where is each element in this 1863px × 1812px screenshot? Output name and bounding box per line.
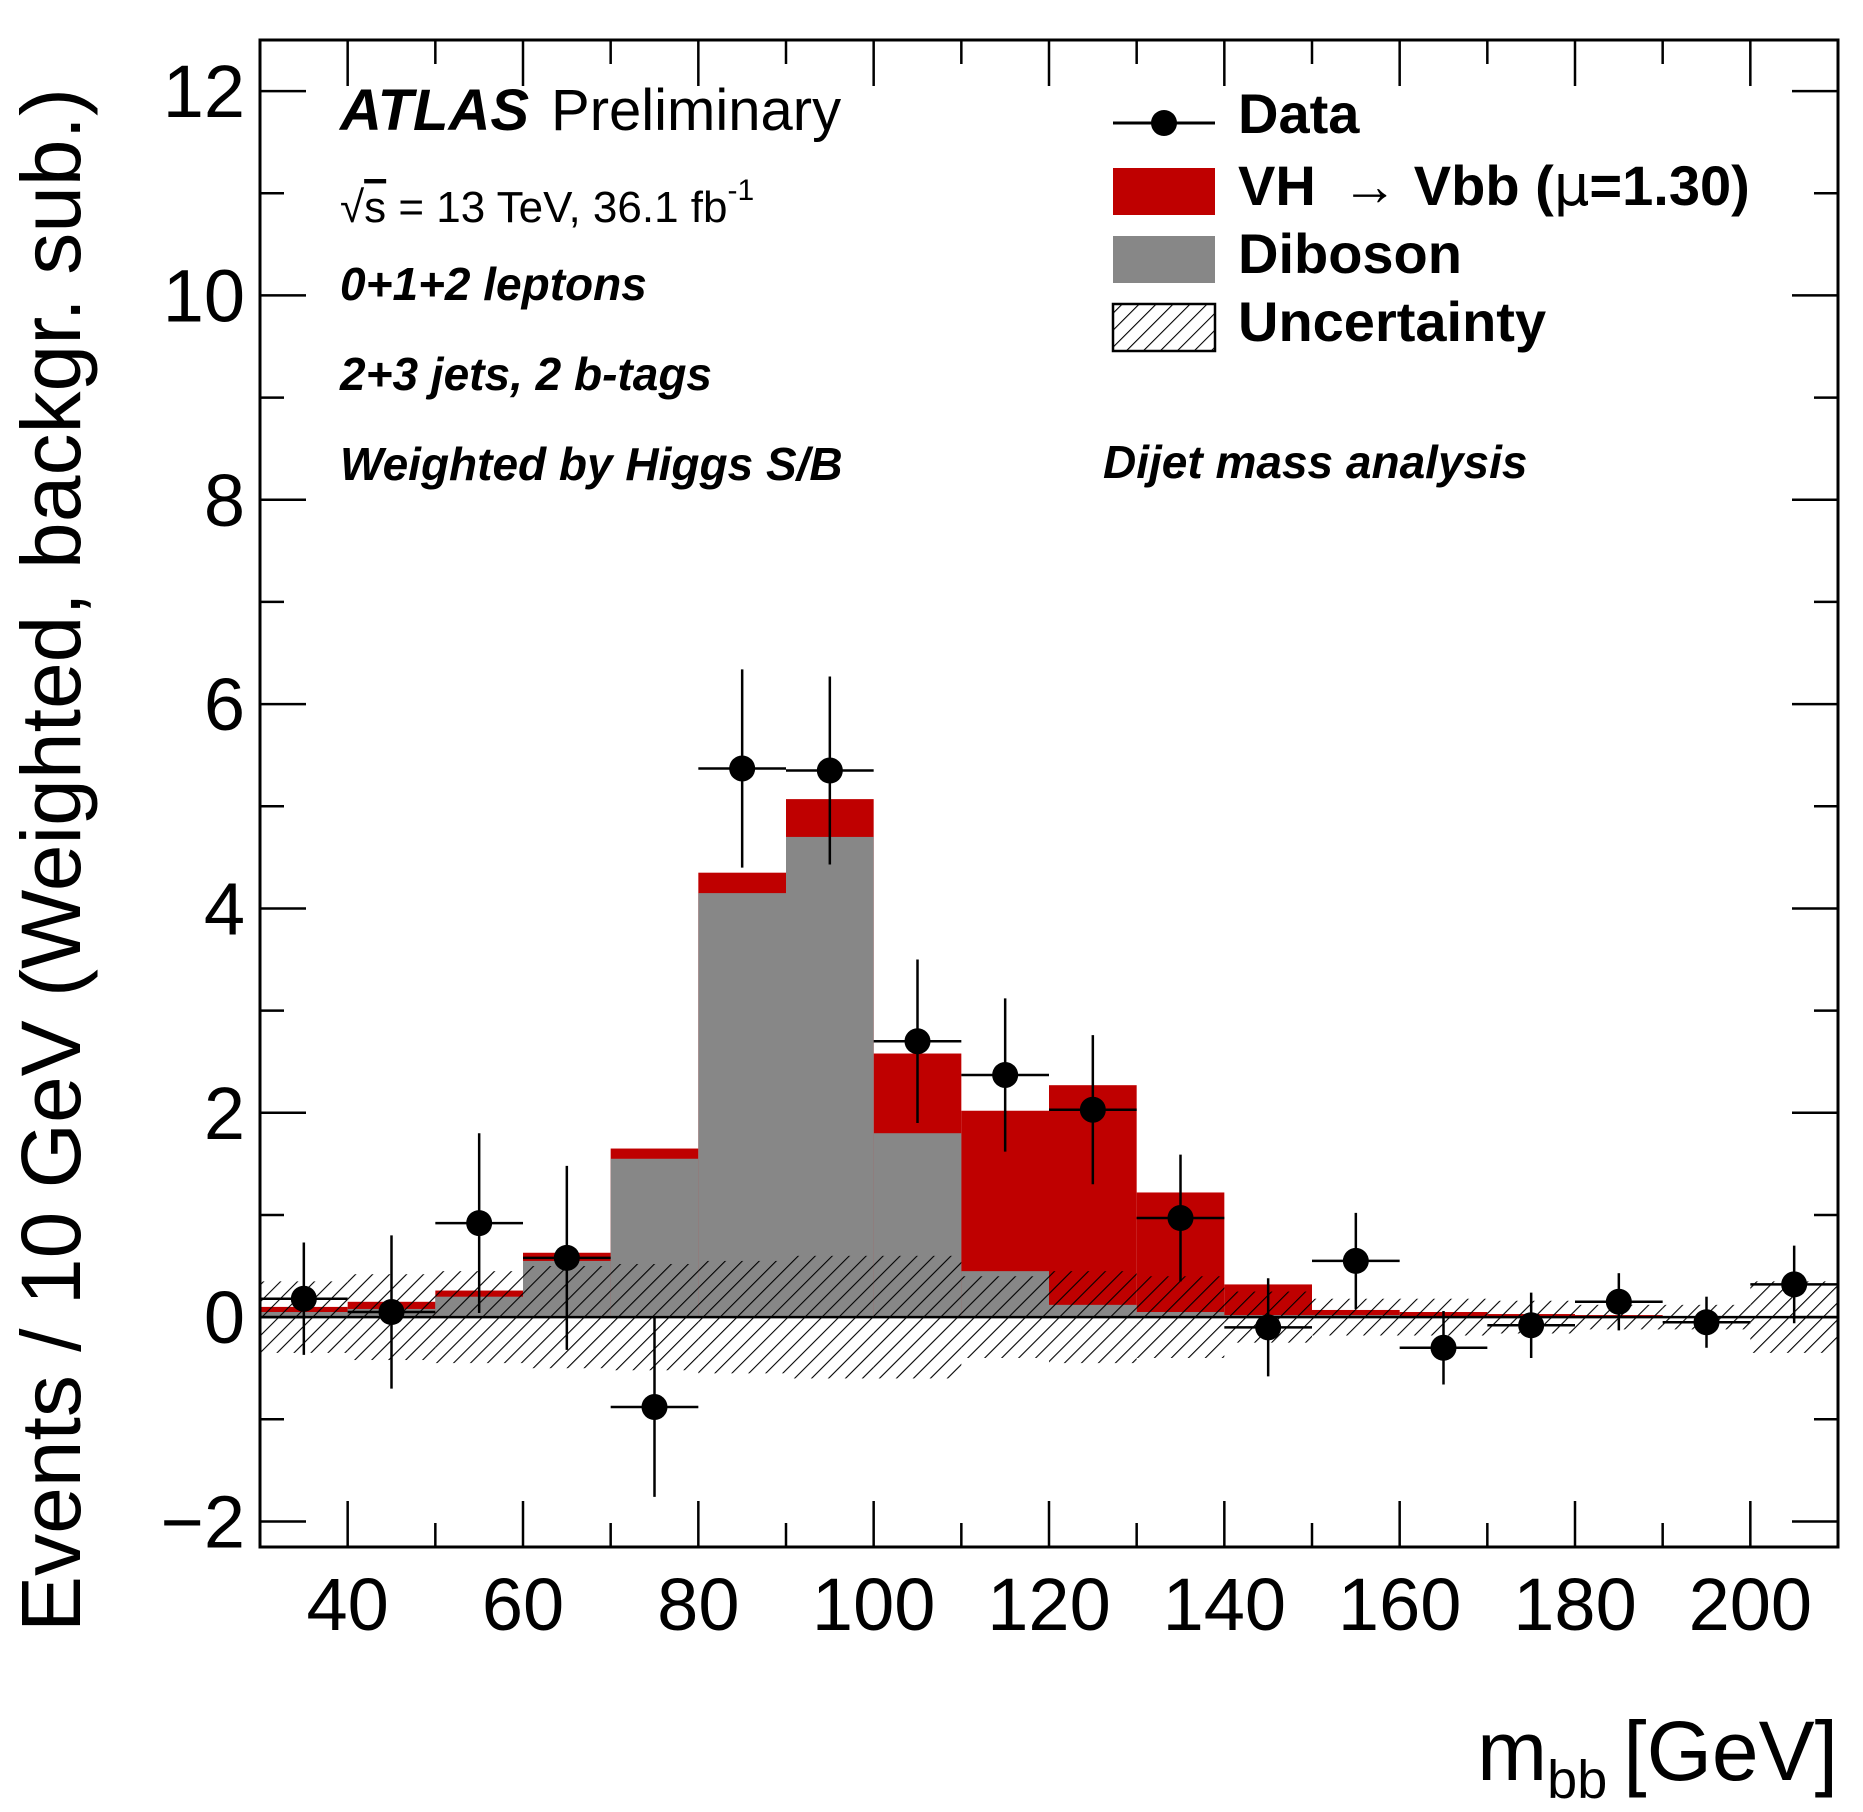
data-point xyxy=(1167,1205,1194,1232)
x-axis-title-main: m xyxy=(1477,1704,1547,1798)
x-tick-label: 160 xyxy=(1338,1563,1461,1646)
data-point xyxy=(816,757,843,784)
legend-signal-swatch xyxy=(1113,168,1215,215)
y-tick-label: 10 xyxy=(163,254,245,337)
atlas-word: ATLAS xyxy=(338,78,529,143)
atlas-label: ATLAS Preliminary xyxy=(338,78,841,143)
jets-label: 2+3 jets, 2 b-tags xyxy=(339,348,712,400)
preliminary-word: Preliminary xyxy=(551,78,841,143)
legend-signal-b: Vbb ( xyxy=(1414,154,1554,217)
legend-uncertainty-swatch xyxy=(1111,302,1217,353)
data-point xyxy=(992,1061,1019,1088)
leptons-label: 0+1+2 leptons xyxy=(340,258,647,310)
x-axis-title: mbb [GeV] xyxy=(1477,1704,1838,1810)
diboson-bar xyxy=(698,893,786,1318)
diboson-bar xyxy=(786,836,874,1318)
x-tick-label: 60 xyxy=(482,1563,564,1646)
y-tick-label: 6 xyxy=(204,663,245,746)
sqrt-symbol: √ xyxy=(340,183,365,232)
energy-text: = 13 TeV, 36.1 fb xyxy=(386,183,727,232)
x-tick-label: 200 xyxy=(1689,1563,1812,1646)
data-point xyxy=(904,1028,931,1055)
x-tick-label: 80 xyxy=(657,1563,739,1646)
weighted-label: Weighted by Higgs S/B xyxy=(340,438,843,490)
data-point xyxy=(1518,1312,1545,1339)
y-tick-label: 8 xyxy=(204,459,245,542)
ticks-layer: 40 60 80 100 120 140 160 180 200 −2 0 2 4 6 8 10 12 xyxy=(161,40,1838,1646)
y-tick-label: 12 xyxy=(163,50,245,133)
data-point xyxy=(553,1244,580,1271)
data-point xyxy=(1605,1288,1632,1315)
x-tick-label: 140 xyxy=(1163,1563,1286,1646)
data-point xyxy=(378,1299,405,1326)
legend-signal-mu: μ xyxy=(1554,154,1590,219)
legend-signal-c: =1.30) xyxy=(1589,154,1749,217)
sqrt-s: s xyxy=(364,183,386,232)
data-layer xyxy=(260,669,1838,1497)
legend-data-marker xyxy=(1151,110,1177,136)
data-point xyxy=(1781,1271,1808,1298)
data-point xyxy=(641,1394,668,1421)
x-tick-label: 180 xyxy=(1513,1563,1636,1646)
data-point xyxy=(290,1285,317,1312)
x-tick-label: 100 xyxy=(812,1563,935,1646)
energy-lumi-label: √s = 13 TeV, 36.1 fb-1 xyxy=(340,174,754,232)
legend-diboson-label: Diboson xyxy=(1238,222,1462,285)
legend-signal-label: VH → Vbb (μ=1.30) xyxy=(1238,154,1750,219)
legend-data-label: Data xyxy=(1238,82,1360,145)
legend: Data VH → Vbb (μ=1.30) Diboson Uncertainty xyxy=(1111,82,1750,353)
x-tick-label: 40 xyxy=(307,1563,389,1646)
signal-layer xyxy=(260,799,1838,1318)
y-tick-label: 0 xyxy=(204,1276,245,1359)
x-axis-title-sub: bb xyxy=(1547,1750,1607,1810)
y-tick-label: 4 xyxy=(204,867,245,950)
x-tick-label: 120 xyxy=(987,1563,1110,1646)
legend-signal-a: VH xyxy=(1238,154,1316,217)
data-point xyxy=(466,1210,493,1237)
data-point xyxy=(729,755,756,782)
y-tick-label: −2 xyxy=(161,1480,245,1563)
y-axis-title: Events / 10 GeV (Weighted, backgr. sub.) xyxy=(4,88,98,1632)
legend-signal-arrow: → xyxy=(1342,154,1398,217)
data-point xyxy=(1430,1334,1457,1361)
data-point xyxy=(1693,1309,1720,1336)
legend-diboson-swatch xyxy=(1113,236,1215,283)
x-axis-title-unit: [GeV] xyxy=(1623,1704,1838,1798)
legend-uncertainty-label: Uncertainty xyxy=(1238,290,1546,353)
data-point xyxy=(1079,1096,1106,1123)
analysis-label: Dijet mass analysis xyxy=(1103,436,1527,488)
y-tick-label: 2 xyxy=(204,1072,245,1155)
energy-sup: -1 xyxy=(727,174,754,207)
data-point xyxy=(1342,1247,1369,1274)
data-point xyxy=(1255,1314,1282,1341)
